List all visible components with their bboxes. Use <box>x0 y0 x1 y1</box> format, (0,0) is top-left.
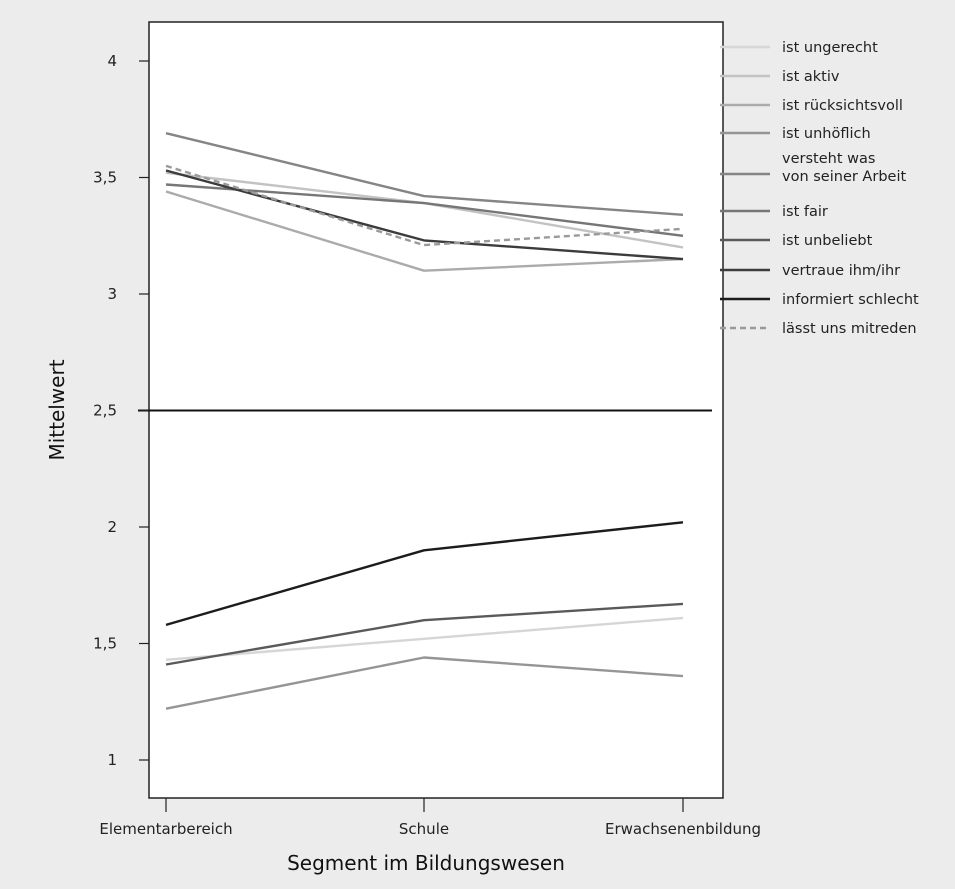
legend-label-line: ist unhöflich <box>782 126 871 142</box>
y-tick-label: 2 <box>107 518 117 536</box>
legend-label: ist fair <box>782 204 828 220</box>
legend-label: ist aktiv <box>782 69 840 85</box>
legend-label-line: ist fair <box>782 204 828 220</box>
legend-label: versteht was von seiner Arbeit <box>782 151 906 185</box>
legend-label: ist ungerecht <box>782 40 878 56</box>
series-line <box>165 616 684 661</box>
y-tick-label: 2,5 <box>93 402 117 420</box>
y-axis: 1 1,5 2 2,5 3 3,5 4 <box>93 52 149 769</box>
y-axis-title: Mittelwert <box>45 359 69 460</box>
y-tick-label: 1 <box>107 751 117 769</box>
y-tick-label: 3 <box>107 285 117 303</box>
y-tick-label: 4 <box>107 52 117 70</box>
legend-label-line: lässt uns mitreden <box>782 321 917 337</box>
legend-label: ist rücksichtsvoll <box>782 98 903 114</box>
x-tick-label: Schule <box>399 820 449 838</box>
series-line <box>165 164 684 247</box>
series-line <box>165 169 684 261</box>
legend-label-line: ist unbeliebt <box>782 233 873 249</box>
series-line <box>165 132 684 216</box>
series-line <box>165 190 684 272</box>
legend-label: vertraue ihm/ihr <box>782 263 900 279</box>
legend-label: informiert schlecht <box>782 292 919 308</box>
legend: ist ungerecht ist aktiv ist rücksichtsvoll… <box>720 40 919 337</box>
series-line <box>165 521 684 627</box>
legend-label: ist unhöflich <box>782 126 871 142</box>
y-tick-label: 1,5 <box>93 635 117 653</box>
legend-label: ist unbeliebt <box>782 233 873 249</box>
legend-label-line: vertraue ihm/ihr <box>782 263 900 279</box>
x-axis-title: Segment im Bildungswesen <box>287 851 565 875</box>
series-layer <box>165 132 684 710</box>
legend-label-line: informiert schlecht <box>782 292 919 308</box>
series-line <box>165 656 684 710</box>
series-line <box>165 183 684 237</box>
legend-label-line: ist ungerecht <box>782 40 878 56</box>
x-tick-label: Elementarbereich <box>99 820 232 838</box>
series-line <box>165 602 684 666</box>
legend-label-line: von seiner Arbeit <box>782 169 906 185</box>
x-tick-label: Erwachsenenbildung <box>605 820 761 838</box>
legend-label-line: versteht was <box>782 151 875 167</box>
x-axis: Elementarbereich Schule Erwachsenenbildung <box>99 798 761 838</box>
y-tick-label: 3,5 <box>93 169 117 187</box>
legend-label-line: ist aktiv <box>782 69 840 85</box>
legend-label-line: ist rücksichtsvoll <box>782 98 903 114</box>
legend-label: lässt uns mitreden <box>782 321 917 337</box>
